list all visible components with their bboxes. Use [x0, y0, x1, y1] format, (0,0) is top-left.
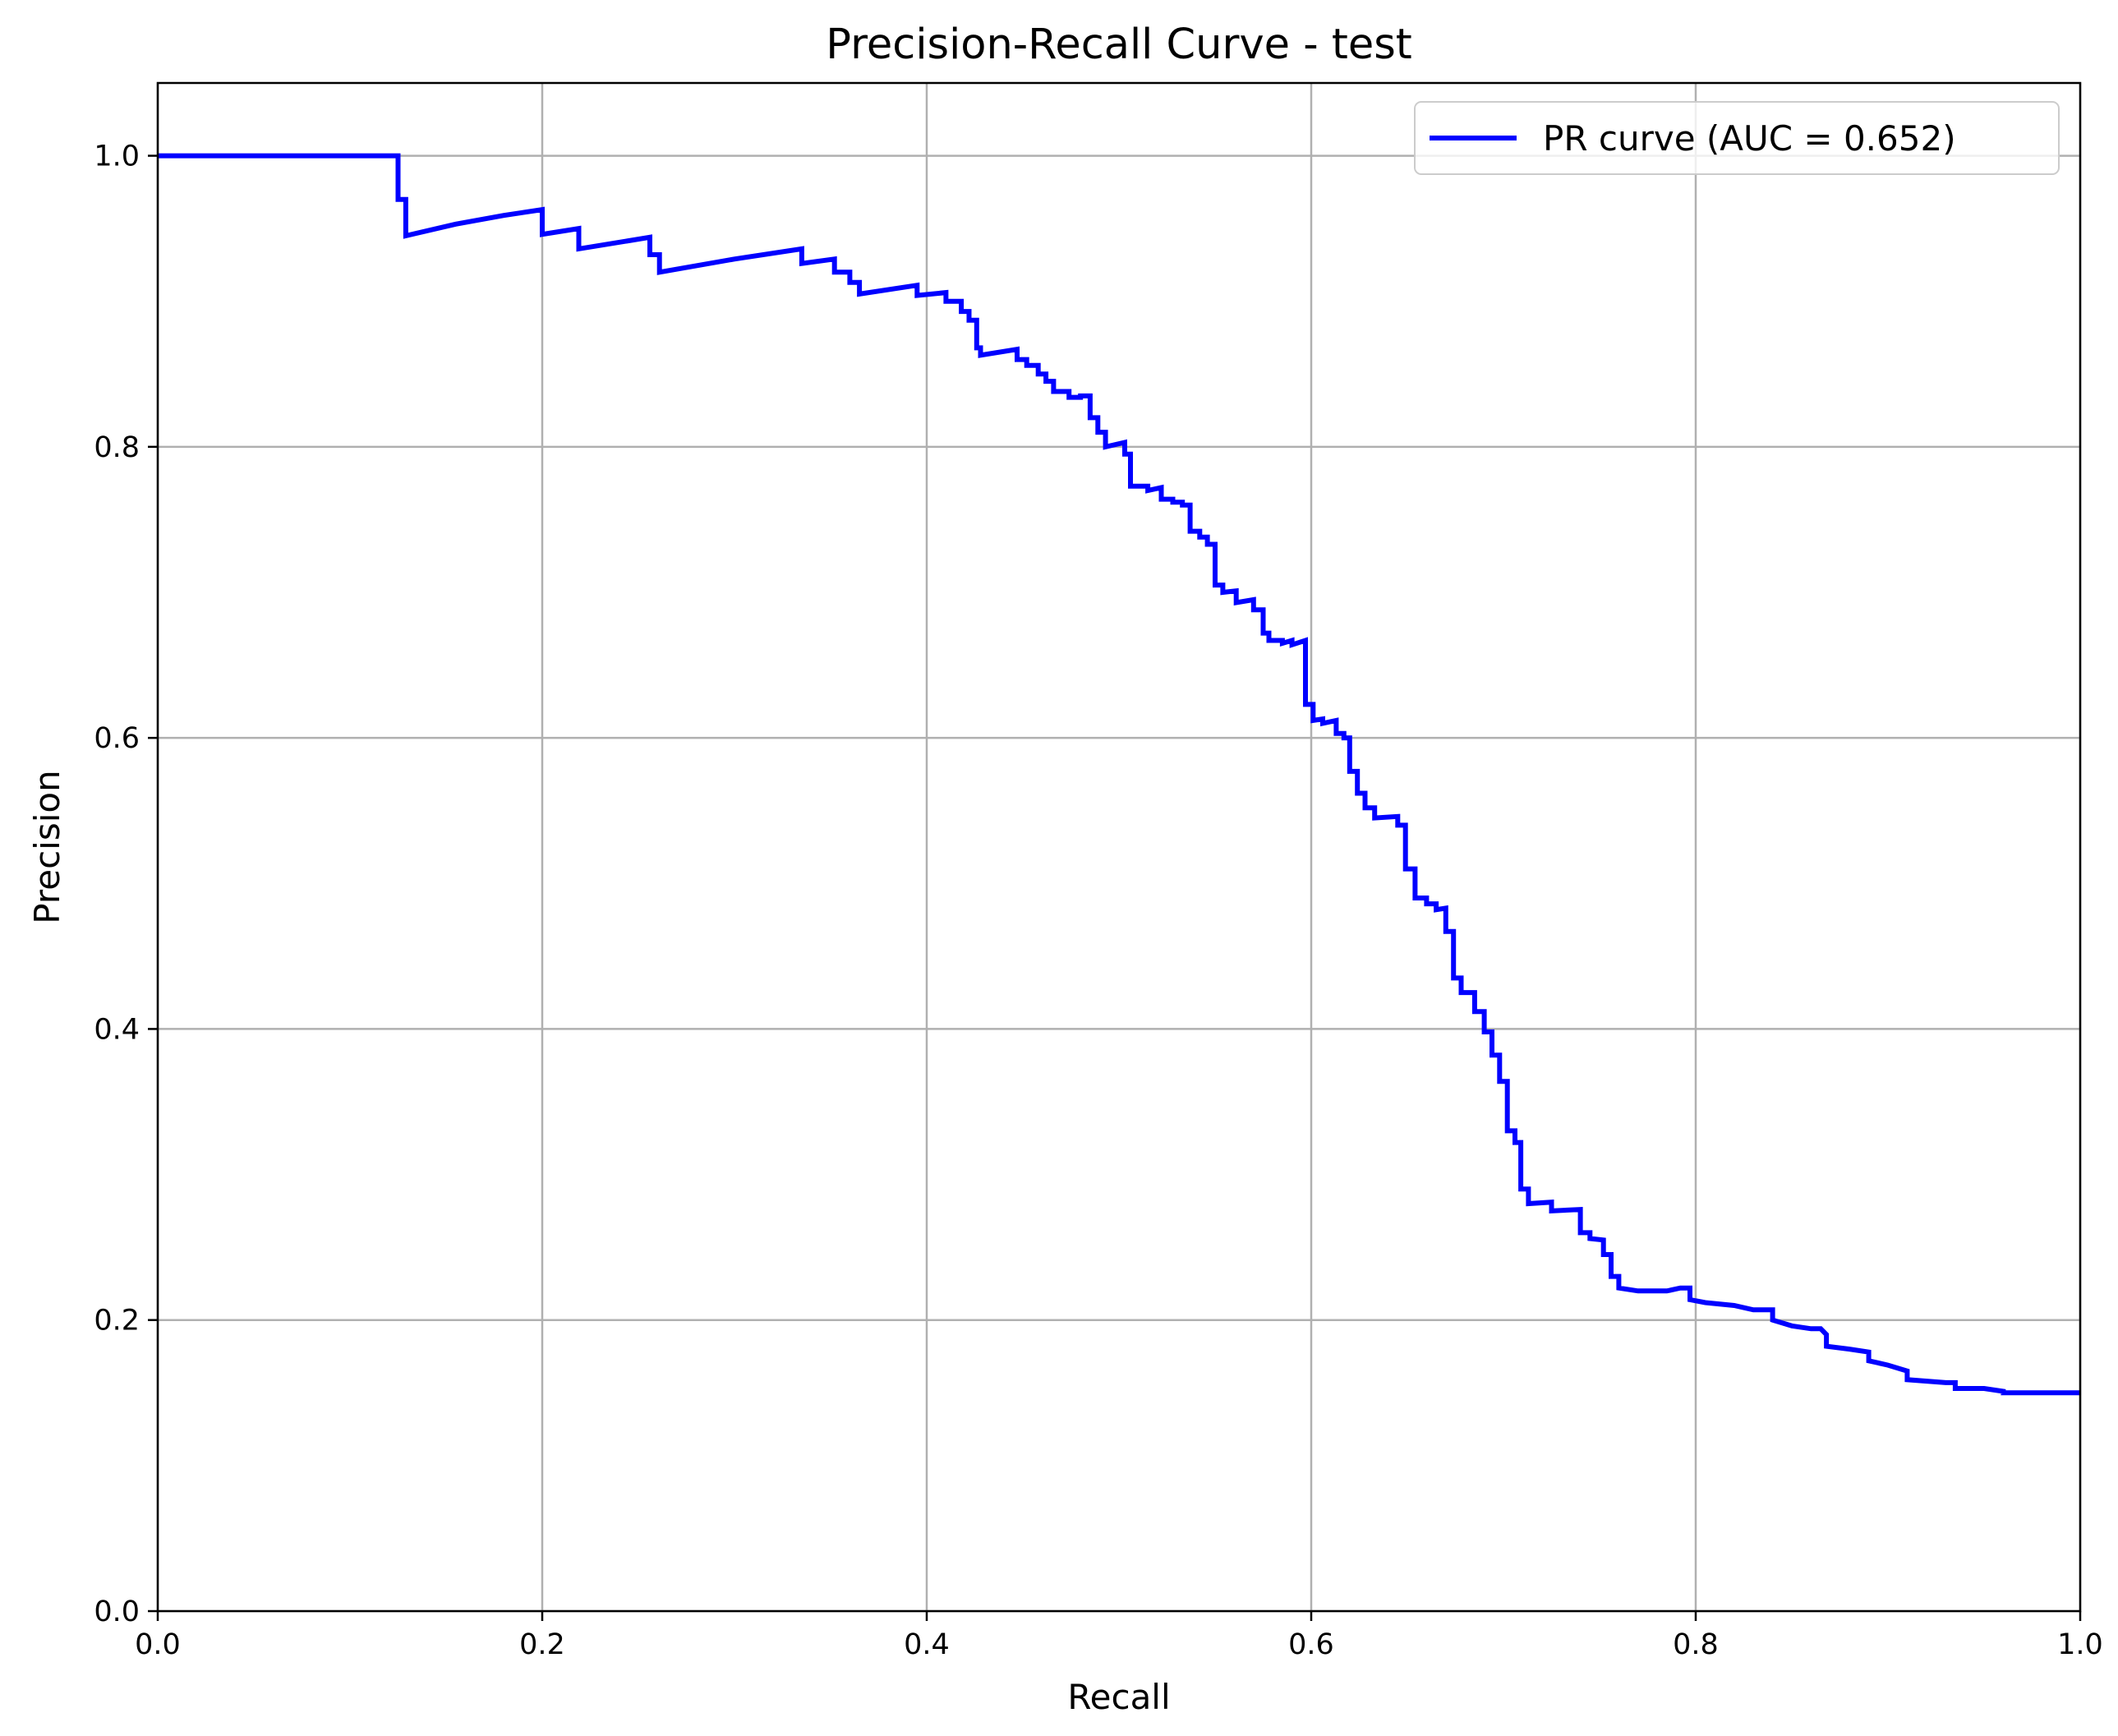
x-tick-label: 0.6 [1288, 1628, 1334, 1661]
legend-label: PR curve (AUC = 0.652) [1543, 118, 1956, 159]
series-layer [158, 153, 2080, 1396]
x-axis-ticks: 0.0 0.2 0.4 0.6 0.8 1.0 [135, 1611, 2103, 1661]
y-tick-label: 0.0 [94, 1596, 140, 1628]
chart-title: Precision-Recall Curve - test [826, 21, 1412, 69]
x-axis-label: Recall [1067, 1677, 1170, 1717]
legend-box [1414, 101, 2060, 175]
x-tick-label: 0.4 [904, 1628, 950, 1661]
y-axis-label: Precision [27, 770, 67, 923]
y-tick-label: 0.4 [94, 1013, 140, 1046]
x-tick-label: 1.0 [2057, 1628, 2103, 1661]
y-tick-label: 1.0 [94, 140, 140, 173]
x-tick-label: 0.0 [135, 1628, 181, 1661]
y-tick-label: 0.2 [94, 1305, 140, 1338]
y-axis-ticks: 0.0 0.2 0.4 0.6 0.8 1.0 [94, 140, 158, 1628]
y-tick-label: 0.8 [94, 431, 140, 464]
x-tick-label: 0.8 [1673, 1628, 1719, 1661]
plot-area-border [156, 81, 2082, 1613]
x-tick-label: 0.2 [519, 1628, 565, 1661]
y-tick-label: 0.6 [94, 722, 140, 755]
legend: PR curve (AUC = 0.652) [1414, 101, 2060, 175]
pr-curve-line [158, 153, 2080, 1396]
